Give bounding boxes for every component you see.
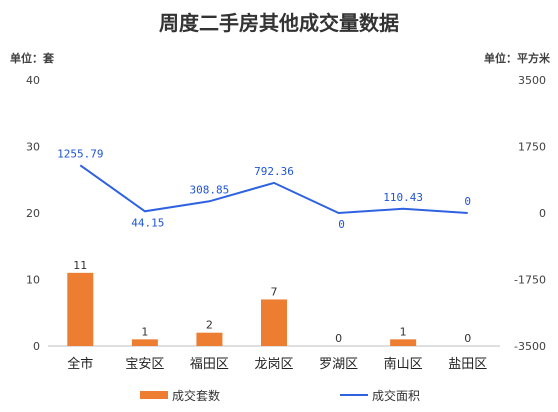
bar-data-label: 11: [73, 259, 87, 272]
category-label: 全市: [67, 356, 93, 372]
bar-data-label: 0: [464, 332, 471, 345]
chart-title: 周度二手房其他成交量数据: [159, 11, 399, 35]
line-data-label: 0: [338, 218, 345, 231]
x-axis-categories: 全市 宝安区 福田区 龙岗区 罗湖区 南山区 盐田区: [67, 356, 487, 372]
bar: [390, 339, 417, 346]
category-label: 龙岗区: [254, 357, 293, 372]
right-axis-unit: 单位：平方米: [484, 51, 551, 65]
left-tick-label: 30: [26, 141, 40, 154]
right-tick-label: -3500: [514, 340, 546, 353]
line-data-label: 1255.79: [57, 147, 103, 160]
line-data-label: 110.43: [383, 191, 423, 204]
right-tick-label: 0: [539, 207, 546, 220]
category-label: 南山区: [384, 356, 423, 372]
right-axis-ticks: -3500 -1750 0 1750 3500: [514, 74, 546, 353]
legend: 成交套数 成交面积: [140, 388, 420, 403]
bar: [131, 339, 158, 346]
bar-data-label: 7: [271, 285, 278, 298]
category-label: 福田区: [190, 357, 229, 372]
bar-data-label: 1: [400, 325, 407, 338]
line-series: [79, 164, 468, 215]
line-data-label: 792.36: [254, 165, 294, 178]
bar: [261, 299, 287, 346]
bar: [196, 332, 223, 346]
category-label: 宝安区: [125, 357, 164, 372]
bar-data-label: 0: [335, 332, 342, 345]
bar-data-label: 1: [141, 325, 148, 338]
line-data-labels: 1255.79 44.15 308.85 792.36 0 110.43 0: [57, 147, 471, 231]
bar-series: [67, 272, 417, 346]
legend-label-line: 成交面积: [372, 388, 420, 403]
legend-label-bar: 成交套数: [172, 388, 220, 403]
legend-swatch-bar: [140, 391, 168, 399]
line-data-label: 308.85: [190, 183, 230, 196]
left-axis-ticks: 0 10 20 30 40: [26, 74, 40, 353]
bar-data-label: 2: [206, 319, 213, 332]
left-tick-label: 40: [26, 74, 40, 87]
category-label: 盐田区: [448, 357, 487, 372]
right-tick-label: 1750: [518, 141, 546, 154]
line-data-label: 0: [464, 195, 471, 208]
bar: [67, 272, 94, 346]
left-axis-unit: 单位：套: [10, 51, 55, 65]
left-tick-label: 10: [26, 274, 40, 287]
right-tick-label: -1750: [514, 274, 546, 287]
line-data-label: 44.15: [131, 216, 164, 229]
left-tick-label: 0: [33, 340, 40, 353]
right-tick-label: 3500: [518, 74, 546, 87]
category-label: 罗湖区: [319, 357, 358, 372]
left-tick-label: 20: [26, 207, 40, 220]
